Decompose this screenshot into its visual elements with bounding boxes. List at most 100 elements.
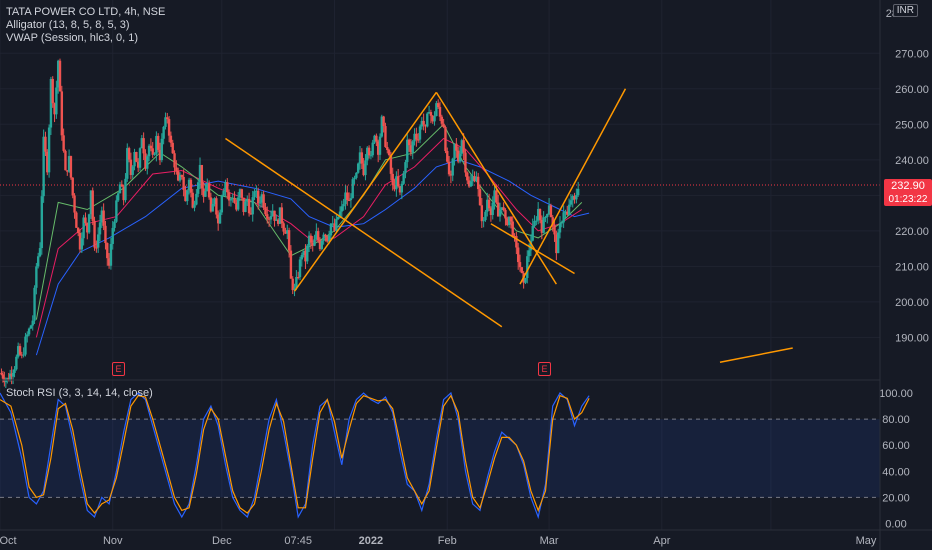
candle-body <box>220 195 224 213</box>
candle-body <box>6 378 9 380</box>
candle-body <box>471 176 474 182</box>
candle-body <box>29 325 33 329</box>
legend-vwap[interactable]: VWAP (Session, hlc3, 0, 1) <box>6 32 139 44</box>
candle-body <box>375 135 378 142</box>
candle-body <box>511 221 514 236</box>
candle-body <box>464 152 467 173</box>
legend-alligator[interactable]: Alligator (13, 8, 5, 8, 5, 3) <box>6 19 130 31</box>
candle-body <box>556 232 560 254</box>
candle-body <box>44 136 47 152</box>
candle-body <box>398 186 402 193</box>
candle-body <box>326 236 329 242</box>
candle-body <box>102 210 105 226</box>
candle-body <box>211 203 214 212</box>
candle-body <box>449 174 453 176</box>
candle-body <box>31 320 34 326</box>
candle-body <box>109 243 113 266</box>
candle-body <box>107 258 111 266</box>
candle-body <box>113 221 116 228</box>
trendline[interactable] <box>490 223 575 275</box>
candle-body <box>215 198 218 215</box>
candle-body <box>335 219 338 231</box>
candle-body <box>26 334 29 337</box>
candle-body <box>516 247 520 263</box>
time-tick-label: Dec <box>212 535 232 547</box>
trendline[interactable] <box>435 91 557 285</box>
candle-body <box>340 206 344 212</box>
trendline[interactable] <box>293 91 437 292</box>
candle-body <box>438 107 442 117</box>
candle-body <box>198 164 202 183</box>
candle-body <box>427 112 431 114</box>
candle-body <box>33 287 36 321</box>
candle-body <box>389 155 393 174</box>
candle-body <box>146 156 149 169</box>
candle-body <box>416 139 420 141</box>
candle-body <box>496 202 500 217</box>
candle-body <box>89 190 93 215</box>
candle-body <box>116 193 120 201</box>
earnings-marker-e-icon[interactable]: E <box>538 362 551 376</box>
candle-body <box>475 176 478 182</box>
candle-body <box>213 198 216 204</box>
candle-body <box>364 160 367 176</box>
candle-body <box>142 138 145 154</box>
candle-body <box>78 232 82 250</box>
candle-body <box>404 162 407 174</box>
candle-body <box>491 202 494 216</box>
trendline[interactable] <box>225 137 503 328</box>
candle-body <box>504 210 507 219</box>
candle-body <box>349 198 353 201</box>
candle-body <box>200 164 204 189</box>
candle-body <box>98 222 102 235</box>
candle-body <box>573 196 576 200</box>
candle-body <box>489 208 493 216</box>
candle-body <box>453 143 456 159</box>
trendlines[interactable] <box>225 88 793 363</box>
legend-stoch-rsi[interactable]: Stoch RSI (3, 3, 14, 14, close) <box>6 387 153 399</box>
time-axis[interactable]: Oct Nov Dec 07:45 2022 Feb Mar Apr May <box>0 535 877 547</box>
price-axis[interactable]: 270.00260.00250.00240.00230.00220.00210.… <box>879 48 929 530</box>
currency-button[interactable]: INR <box>892 4 918 17</box>
candle-body <box>336 216 340 220</box>
candle-body <box>542 217 545 233</box>
candle-body <box>256 190 260 204</box>
candle-body <box>347 200 351 202</box>
candle-body <box>276 219 280 224</box>
candle-body <box>258 202 262 204</box>
candle-body <box>160 138 164 161</box>
candle-body <box>555 234 558 254</box>
candle-body <box>495 190 498 203</box>
candle-body <box>507 216 511 226</box>
alligator-jaw-line <box>35 159 590 356</box>
candle-body <box>82 217 85 239</box>
candle-body <box>482 220 485 222</box>
candle-body <box>353 177 356 180</box>
earnings-marker-e-icon[interactable]: E <box>112 362 125 376</box>
candle-body <box>147 145 151 157</box>
candle-body <box>180 174 184 177</box>
candle-body <box>429 112 433 116</box>
candle-body <box>320 240 324 250</box>
trendline[interactable] <box>719 347 793 363</box>
candle-body <box>42 136 45 197</box>
candle-body <box>476 176 480 190</box>
candle-body <box>298 259 302 278</box>
candle-body <box>296 277 300 279</box>
candle-body <box>322 234 325 241</box>
time-tick-label: Apr <box>653 535 670 547</box>
candle-body <box>480 205 484 222</box>
candle-body <box>380 116 384 137</box>
legend-symbol[interactable]: TATA POWER CO LTD, 4h, NSE <box>6 6 166 18</box>
grid <box>0 0 880 530</box>
candle-body <box>273 210 276 221</box>
candle-body <box>473 176 476 182</box>
candle-body <box>93 220 96 248</box>
candle-body <box>562 212 565 223</box>
candle-body <box>538 208 542 220</box>
candle-body <box>236 197 240 210</box>
candle-body <box>435 103 438 117</box>
candle-body <box>11 372 15 377</box>
candle-body <box>407 139 411 146</box>
